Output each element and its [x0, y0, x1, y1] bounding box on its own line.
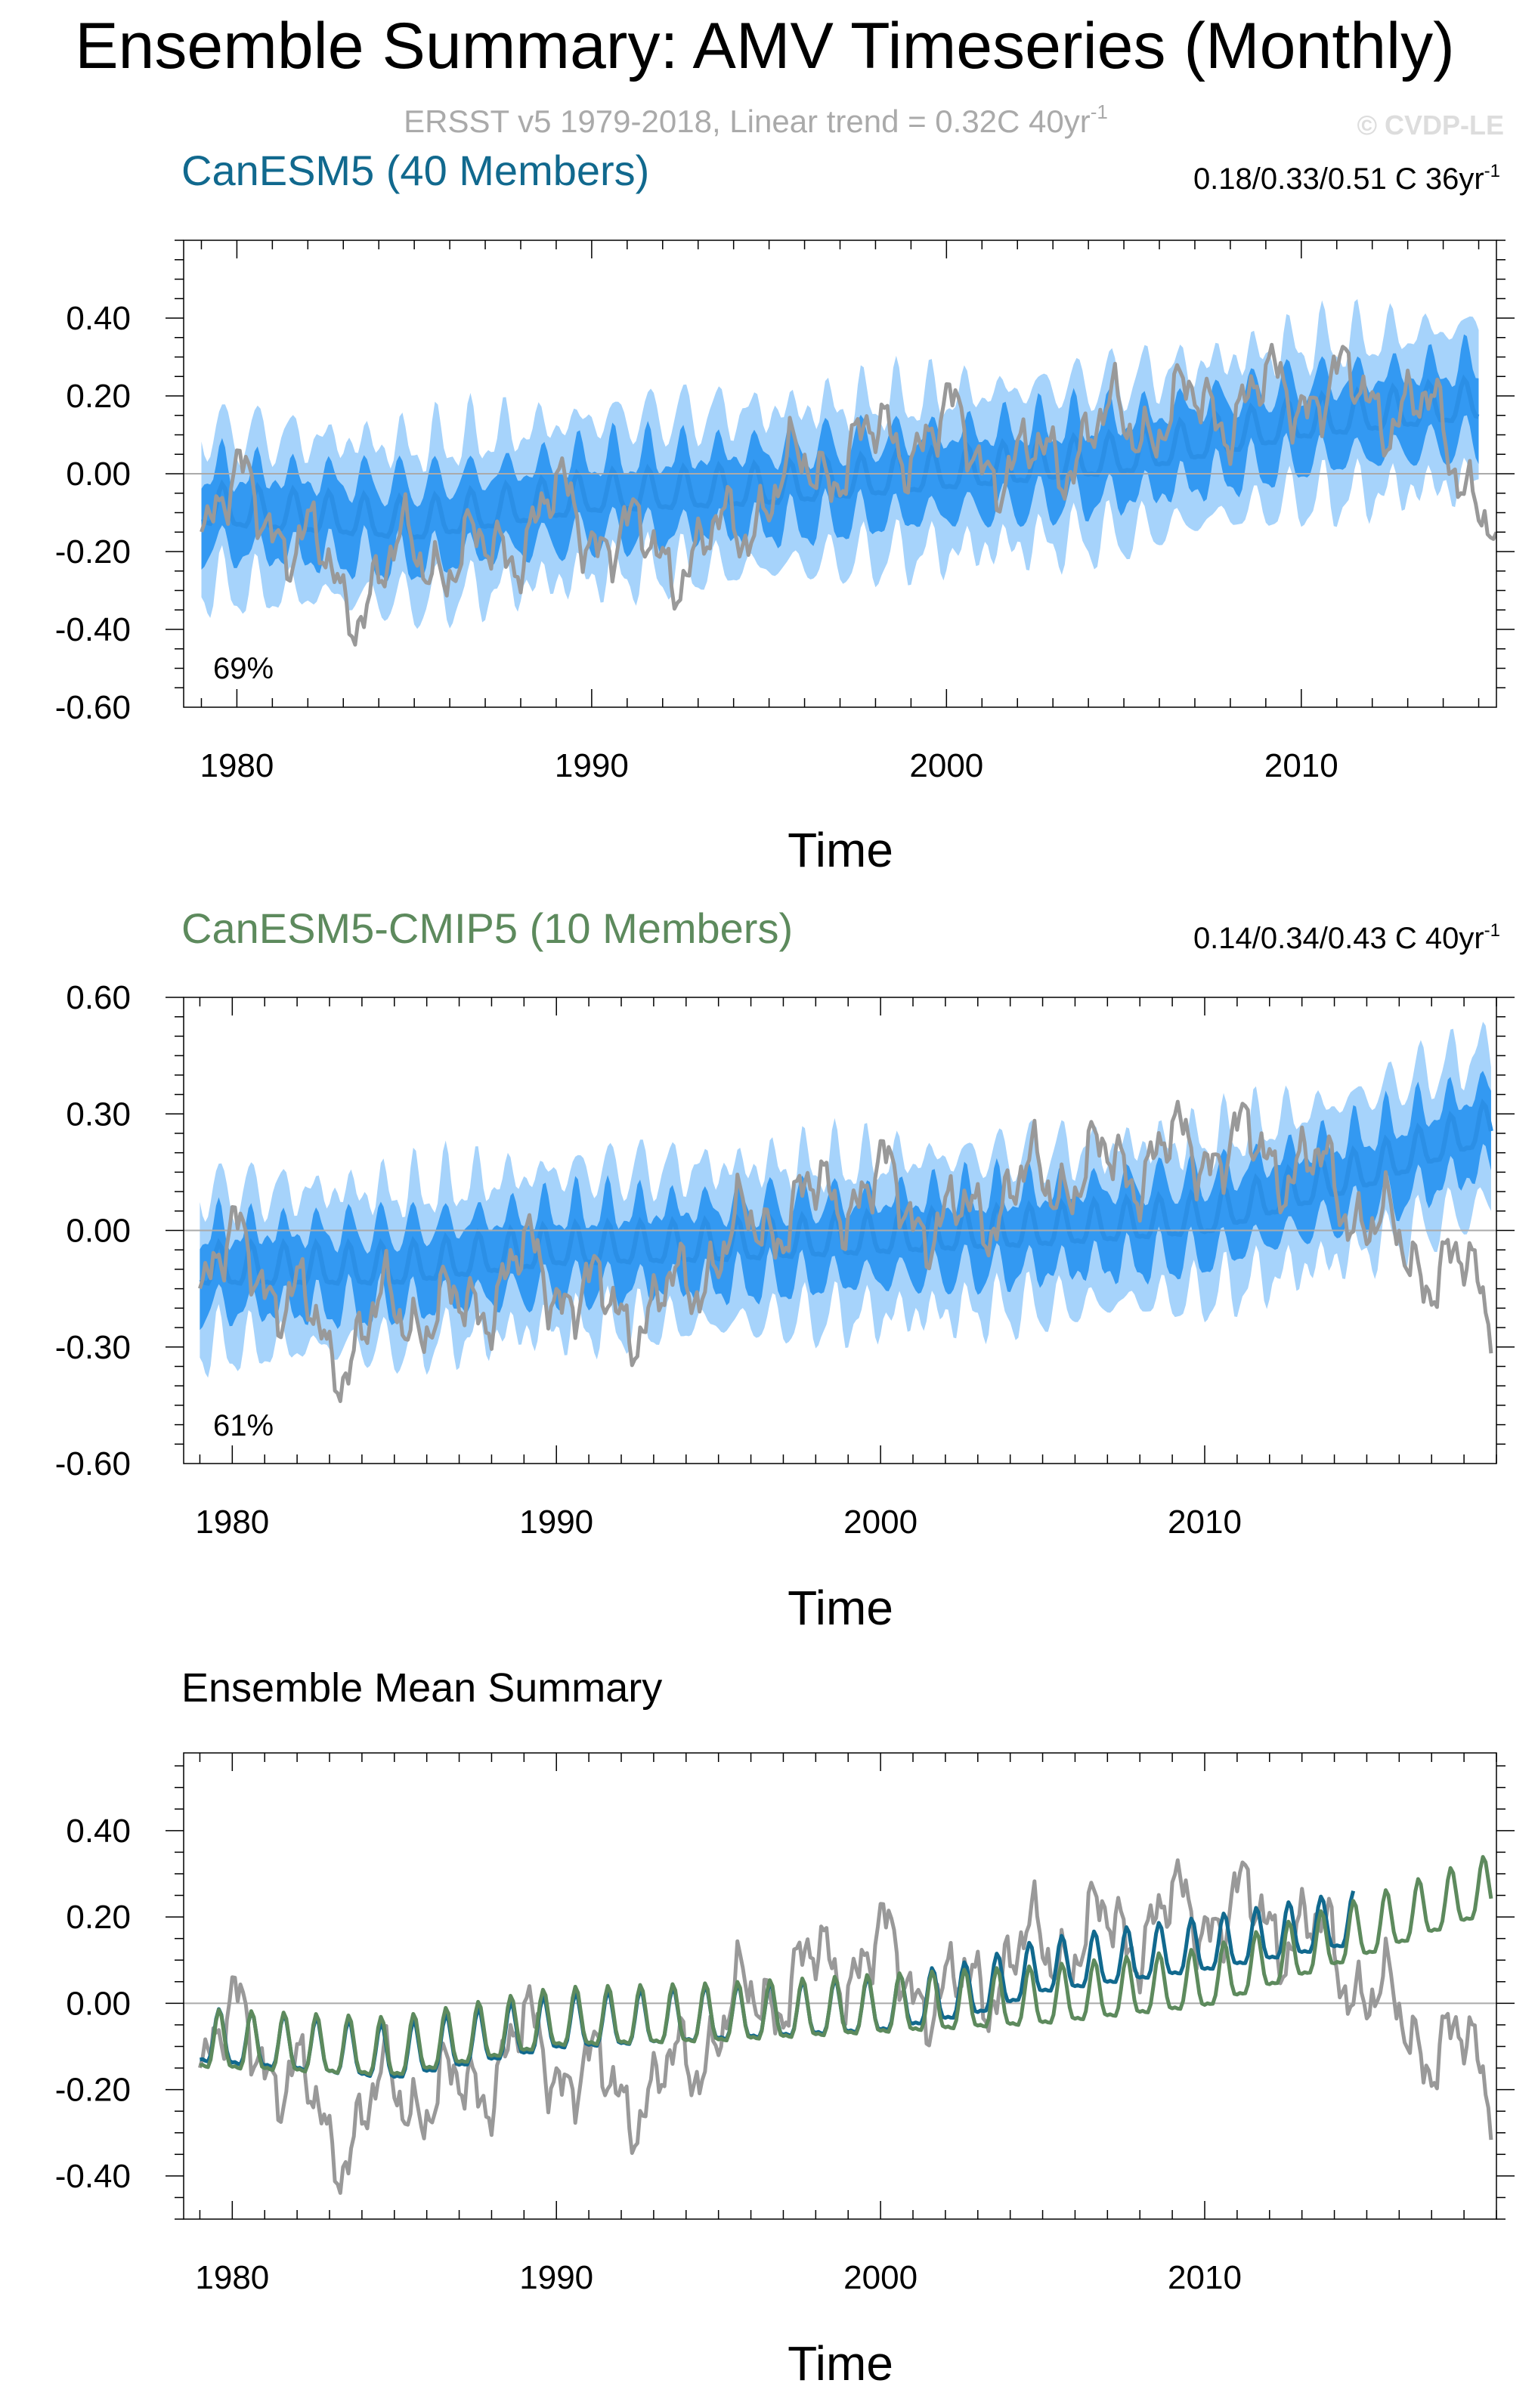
y-tick-label: 0.30 — [66, 1096, 131, 1133]
subtitle-text: ERSST v5 1979-2018, Linear trend = 0.32C… — [404, 104, 1091, 139]
y-tick-label: -0.60 — [55, 1445, 131, 1482]
panel1-trend-sup: -1 — [1484, 161, 1500, 181]
subtitle-superscript: -1 — [1091, 100, 1108, 123]
y-tick-label: -0.20 — [55, 533, 131, 570]
panel2-percent-label: 61% — [213, 1409, 274, 1442]
y-tick-label: -0.40 — [55, 611, 131, 648]
x-tick-label: 1990 — [555, 747, 629, 784]
panel2-chart: 1980 1990 2000 2010 -0.60 -0.30 0.00 0.30 0.60 — [55, 979, 1515, 1541]
plot-area — [184, 1855, 1496, 2195]
x-tick-label: 1980 — [195, 1504, 269, 1541]
panel3-title: Ensemble Mean Summary — [181, 1665, 662, 1711]
x-tick-label: 1990 — [519, 1504, 593, 1541]
y-tick-label: 0.40 — [66, 1813, 131, 1850]
panel1-x-axis-title: Time — [788, 823, 893, 877]
x-tick-label: 2010 — [1168, 2259, 1242, 2296]
canesm5-cmip5-mean-line — [199, 1855, 1493, 2076]
panel3-chart: 1980 1990 2000 2010 -0.40 -0.20 0.00 0.20 0.40 — [55, 1752, 1515, 2296]
observed-line — [200, 342, 1496, 647]
y-tick-label: -0.20 — [55, 2072, 131, 2109]
panel2-trend-sup: -1 — [1484, 920, 1500, 941]
y-tick-label: 0.60 — [66, 979, 131, 1016]
x-tick-label: 2010 — [1168, 1504, 1242, 1541]
y-tick-label: -0.40 — [55, 2158, 131, 2195]
panel1-chart: 1980 1990 2000 2010 -0.60 -0.40 -0.20 0.00 0.20 0… — [55, 240, 1515, 784]
x-tick-label: 2000 — [843, 1504, 918, 1541]
watermark: © CVDP-LE — [1357, 110, 1504, 141]
figure-title: Ensemble Summary: AMV Timeseries (Monthl… — [75, 10, 1455, 82]
y-tick-label: -0.60 — [55, 689, 131, 726]
y-tick-label: -0.30 — [55, 1329, 131, 1366]
panel1-trend-label: 0.18/0.33/0.51 C 36yr-1 — [1193, 161, 1500, 196]
panel1-trend-text: 0.18/0.33/0.51 C 36yr — [1193, 162, 1484, 196]
x-tick-label: 1980 — [195, 2259, 269, 2296]
panel2-title: CanESM5-CMIP5 (10 Members) — [181, 904, 793, 952]
panel2-trend-label: 0.14/0.34/0.43 C 40yr-1 — [1193, 920, 1500, 955]
ensemble-mean-line — [199, 1099, 1493, 1286]
y-tick-label: 0.20 — [66, 1899, 131, 1936]
panel3-x-axis-title: Time — [788, 2336, 893, 2391]
x-tick-label: 1980 — [200, 747, 274, 784]
plot-area — [184, 1022, 1496, 1403]
y-tick-label: 0.00 — [66, 1985, 131, 2022]
x-tick-label: 2000 — [843, 2259, 918, 2296]
panel2-x-axis-title: Time — [788, 1581, 893, 1635]
y-tick-label: 0.00 — [66, 456, 131, 493]
y-tick-label: 0.40 — [66, 300, 131, 337]
x-tick-label: 1990 — [519, 2259, 593, 2296]
panel2-trend-text: 0.14/0.34/0.43 C 40yr — [1193, 922, 1484, 955]
x-tick-label: 2010 — [1264, 747, 1338, 784]
x-tick-label: 2000 — [909, 747, 983, 784]
observed-line — [198, 1099, 1493, 1403]
y-tick-label: 0.00 — [66, 1213, 131, 1250]
plot-area — [184, 298, 1496, 647]
canesm5-mean-line — [200, 1890, 1356, 2079]
figure-subtitle: ERSST v5 1979-2018, Linear trend = 0.32C… — [404, 100, 1108, 139]
y-tick-label: 0.20 — [66, 378, 131, 415]
panel1-percent-label: 69% — [213, 652, 274, 685]
panel1-title: CanESM5 (40 Members) — [181, 147, 649, 194]
plot-frame — [183, 1752, 1497, 2220]
